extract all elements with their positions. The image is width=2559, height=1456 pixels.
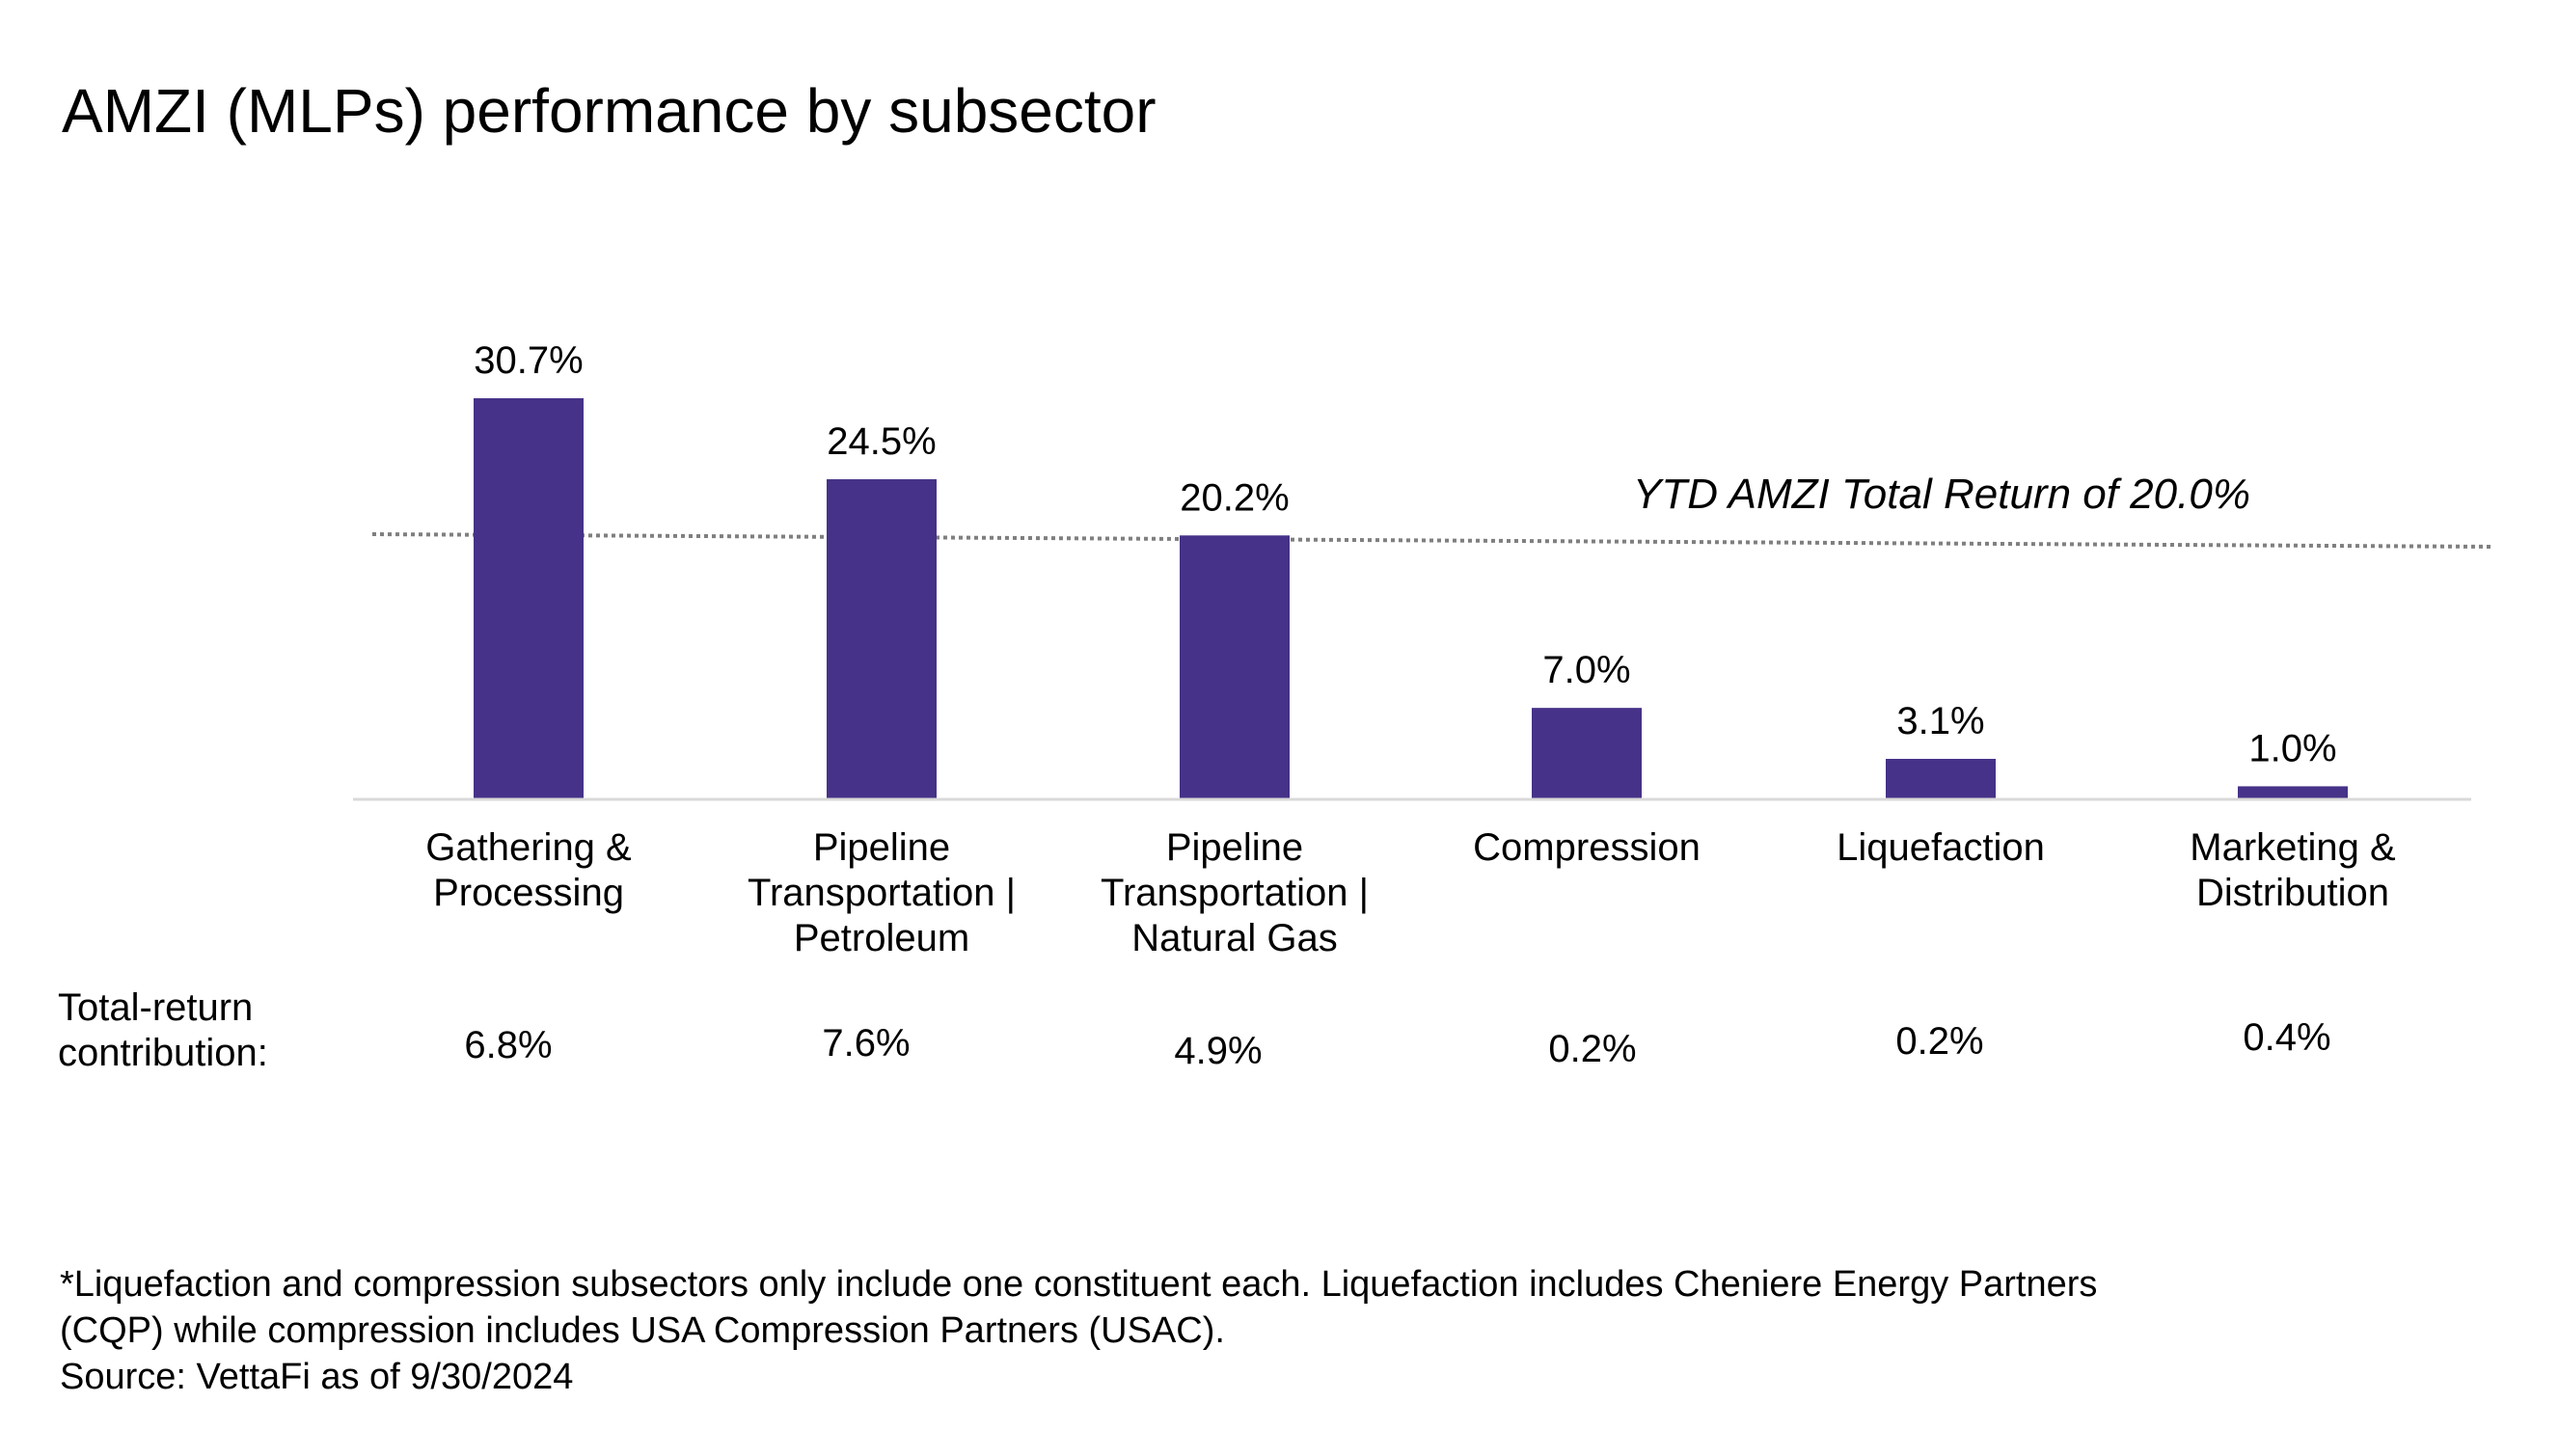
footnote: *Liquefaction and compression subsectors… — [60, 1261, 2452, 1400]
contribution-value: 0.2% — [1895, 1020, 1984, 1063]
footnote-line: (CQP) while compression includes USA Com… — [60, 1310, 1225, 1351]
bar — [2238, 786, 2348, 799]
contribution-label-line: Total-return — [58, 986, 254, 1029]
bar-value-label: 7.0% — [1542, 649, 1630, 691]
bar-value-label: 20.2% — [1180, 476, 1289, 519]
reference-line — [371, 532, 2494, 549]
category-label: Gathering & Processing — [425, 826, 632, 914]
source-line: Source: VettaFi as of 9/30/2024 — [60, 1357, 574, 1397]
category-label: Pipeline Transportation | Petroleum — [748, 826, 1016, 959]
bar-value-label: 30.7% — [474, 339, 583, 382]
category-label: Marketing & Distribution — [2190, 826, 2396, 914]
category-label: Liquefaction — [1837, 826, 2045, 869]
contribution-value: 0.2% — [1548, 1028, 1637, 1070]
category-label: Pipeline Transportation | Natural Gas — [1101, 826, 1369, 959]
category-label: Compression — [1473, 826, 1701, 869]
bar-value-label: 3.1% — [1896, 700, 1984, 742]
bar — [474, 398, 584, 799]
contribution-value: 7.6% — [822, 1022, 911, 1065]
footnote-line: *Liquefaction and compression subsectors… — [60, 1264, 2098, 1305]
bar-value-label: 24.5% — [827, 420, 936, 463]
contribution-value: 4.9% — [1174, 1030, 1263, 1072]
reference-line-label: YTD AMZI Total Return of 20.0% — [1633, 471, 2250, 518]
bar — [1180, 535, 1290, 799]
contribution-value: 0.4% — [2243, 1016, 2331, 1059]
bar — [827, 479, 937, 799]
chart-title: AMZI (MLPs) performance by subsector — [62, 76, 1157, 146]
bar — [1532, 708, 1642, 799]
contribution-label: Total-return contribution: — [58, 985, 268, 1076]
bar-value-label: 1.0% — [2248, 727, 2336, 769]
bar — [1886, 758, 1996, 799]
contribution-value: 6.8% — [464, 1024, 553, 1066]
contribution-label-line: contribution: — [58, 1032, 268, 1074]
